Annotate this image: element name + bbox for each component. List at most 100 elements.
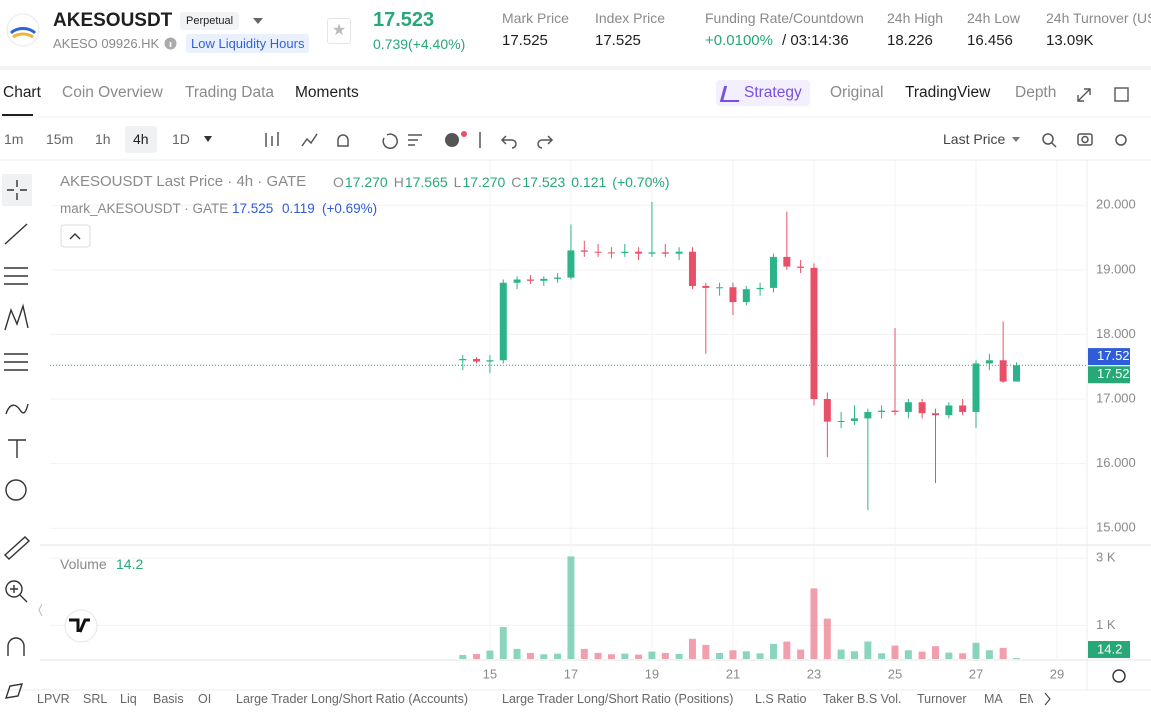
- x-tick-label: 25: [888, 666, 902, 681]
- candle-body: [459, 358, 467, 361]
- volume-bar: [688, 638, 696, 659]
- candle-body: [648, 252, 656, 254]
- candle-body: [769, 256, 777, 288]
- indicator-scroll[interactable]: [1044, 692, 1051, 706]
- tool-brush[interactable]: [5, 403, 29, 415]
- chart-mode[interactable]: TradingView: [905, 84, 991, 101]
- tool-text[interactable]: [8, 439, 26, 458]
- x-tick-label: 15: [483, 666, 497, 681]
- candle-body: [607, 252, 615, 254]
- price-tag-label: 17.525: [1097, 348, 1137, 363]
- chart-tools[interactable]: [260, 128, 560, 152]
- favorite[interactable]: ★: [327, 18, 351, 44]
- volume-tick-label: 1 K: [1096, 617, 1116, 632]
- volume-bar: [850, 651, 858, 659]
- volume-bar: [932, 646, 940, 659]
- y-tick-label: 16.000: [1096, 455, 1136, 470]
- legend-ohlc: O17.270 H17.565 L17.270 C17.523 0.121 (+0.70%…: [333, 174, 676, 190]
- ohlc-label: C: [511, 174, 522, 190]
- volume-bar: [810, 588, 818, 659]
- tool-projection[interactable]: [4, 353, 28, 371]
- interval[interactable]: 15m: [46, 131, 74, 147]
- tool-fib[interactable]: [4, 267, 28, 285]
- header-band: [0, 66, 1151, 70]
- indicator[interactable]: EM: [1019, 692, 1033, 706]
- price-tag-label: 17.523: [1097, 366, 1137, 381]
- indicator[interactable]: L.S Ratio: [755, 692, 807, 706]
- stat-label: Funding Rate/Countdown: [705, 10, 864, 26]
- candle-body: [756, 287, 764, 290]
- info-icon[interactable]: [164, 37, 177, 50]
- collapse-arrow[interactable]: [38, 603, 43, 617]
- volume-bar: [756, 653, 764, 659]
- price-source[interactable]: Last Price: [943, 131, 1006, 147]
- toolbar-right-icons[interactable]: [1010, 128, 1140, 152]
- volume-bar: [985, 650, 993, 659]
- window-icons[interactable]: [1076, 85, 1136, 103]
- volume-bar: [864, 641, 872, 659]
- tab[interactable]: Coin Overview: [62, 84, 163, 101]
- legend-change: 0.121: [571, 174, 607, 190]
- y-tick-label: 18.000: [1096, 326, 1136, 341]
- candle-body: [891, 410, 899, 412]
- candle-body: [594, 251, 602, 253]
- indicator[interactable]: SRL: [83, 692, 108, 706]
- x-tick-label: 23: [807, 666, 821, 681]
- symbol-dropdown[interactable]: [252, 16, 264, 26]
- indicator[interactable]: OI: [198, 692, 212, 706]
- tool-crosshair[interactable]: [7, 180, 27, 200]
- axis-settings[interactable]: [1112, 669, 1126, 683]
- volume-bar: [513, 648, 521, 659]
- interval[interactable]: 1D: [172, 131, 190, 147]
- stat-label: Index Price: [595, 10, 666, 26]
- stat-value: 18.226: [887, 32, 933, 49]
- tool-pattern[interactable]: [4, 303, 29, 331]
- indicator[interactable]: Large Trader Long/Short Ratio (Accounts): [236, 692, 469, 706]
- indicator[interactable]: Turnover: [917, 692, 967, 706]
- tool-lock[interactable]: [4, 683, 24, 699]
- tab[interactable]: Moments: [295, 84, 359, 101]
- indicator[interactable]: MA: [984, 692, 1003, 706]
- indicator[interactable]: Taker B.S Vol.: [823, 692, 902, 706]
- chart-mode[interactable]: Original: [830, 84, 884, 101]
- mark-value: 17.525: [232, 201, 274, 216]
- tool-magnet[interactable]: [7, 637, 25, 656]
- tab[interactable]: Trading Data: [185, 84, 275, 101]
- chart-mode[interactable]: Depth: [1015, 84, 1057, 101]
- mark-title: mark_AKESOUSDT · GATE: [60, 201, 229, 216]
- candle-body: [945, 405, 953, 416]
- tool-ruler[interactable]: [3, 536, 31, 560]
- x-tick-label: 17: [564, 666, 578, 681]
- candle-body: [716, 287, 724, 289]
- interval[interactable]: 1h: [95, 131, 111, 147]
- x-tick-label: 29: [1050, 666, 1064, 681]
- indicator[interactable]: Large Trader Long/Short Ratio (Positions…: [502, 692, 734, 706]
- tool-zoom[interactable]: [5, 580, 23, 598]
- indicator[interactable]: LPVR: [37, 692, 70, 706]
- indicator[interactable]: Liq: [120, 692, 137, 706]
- stat-label: 24h High: [887, 10, 944, 26]
- volume-tag: [1088, 641, 1130, 658]
- candle-body: [742, 289, 750, 303]
- candle-body: [473, 358, 481, 362]
- candle-body: [823, 399, 831, 422]
- tab[interactable]: Chart: [3, 84, 41, 101]
- candle-body: [850, 418, 858, 421]
- volume-tag-label: 14.2: [1097, 641, 1122, 656]
- chart-mode[interactable]: Strategy: [744, 84, 802, 101]
- tool-emoji[interactable]: [5, 479, 27, 501]
- interval[interactable]: 4h: [133, 131, 149, 147]
- volume-bar: [797, 649, 805, 659]
- indicator[interactable]: Basis: [153, 692, 184, 706]
- candle-body: [932, 413, 940, 416]
- tool-trendline[interactable]: [4, 223, 28, 245]
- volume-bar: [526, 652, 534, 659]
- interval[interactable]: 1m: [4, 131, 24, 147]
- interval-dropdown[interactable]: [203, 135, 213, 143]
- stat-value: 16.456: [967, 32, 1013, 49]
- price-change: 0.739(+4.40%): [373, 36, 466, 52]
- strategy-bg: [716, 80, 810, 106]
- legend-toggle[interactable]: [60, 224, 91, 248]
- candle-body: [580, 250, 588, 252]
